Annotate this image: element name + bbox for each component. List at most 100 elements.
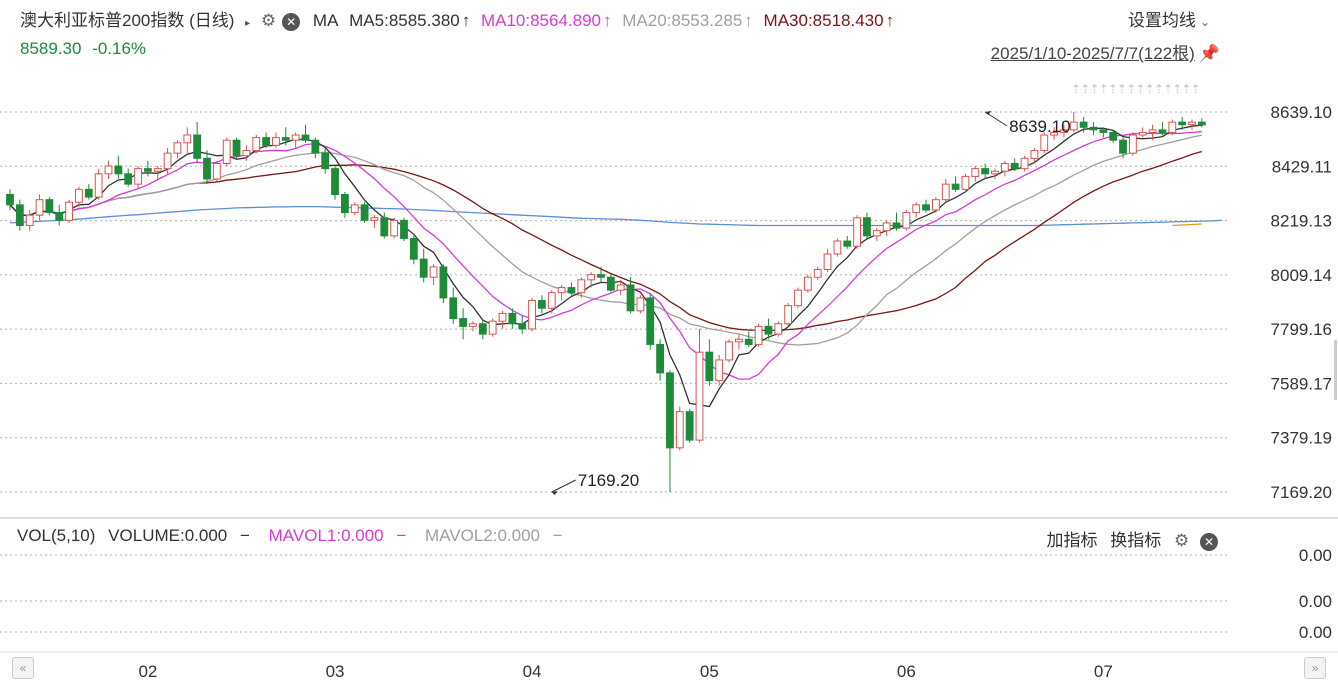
candle	[675, 406, 684, 451]
up-arrow-marker: ⇡	[1080, 82, 1090, 96]
candle	[488, 318, 497, 337]
candle-body	[1030, 150, 1039, 159]
candle-body	[518, 323, 527, 330]
candle-body	[104, 165, 113, 175]
pin-icon[interactable]: 📌	[1198, 44, 1220, 63]
candle-body	[715, 359, 724, 382]
up-arrow-marker: ⇡	[1163, 82, 1173, 96]
candle-body	[547, 292, 556, 309]
scroll-right-button[interactable]: »	[1304, 657, 1326, 679]
scroll-left-button[interactable]: «	[12, 657, 34, 679]
candle-body	[321, 152, 330, 170]
candle-body	[843, 240, 852, 247]
mavol2-value: MAVOL2:0.000	[425, 526, 541, 545]
candle-body	[951, 183, 960, 190]
candle-body	[971, 168, 980, 177]
candle-body	[922, 204, 930, 211]
candle-body	[380, 217, 389, 237]
play-icon[interactable]: ▸	[245, 18, 251, 29]
candle-body	[606, 276, 615, 291]
candle	[941, 178, 950, 203]
add-indicator-button[interactable]: 加指标	[1046, 531, 1098, 550]
up-arrow-marker: ⇡	[1172, 82, 1182, 96]
x-tick-label: 02	[138, 662, 157, 681]
candle-body	[409, 237, 418, 260]
candle-body	[794, 289, 802, 307]
candle-body	[784, 305, 793, 325]
volume-dash: −	[239, 526, 250, 545]
candle	[25, 210, 34, 231]
settings-ma-button[interactable]: 设置均线	[1127, 11, 1196, 30]
candle-body	[311, 139, 320, 154]
annotation-arrow	[984, 111, 1008, 127]
candle	[774, 321, 783, 337]
candle	[971, 166, 980, 182]
candle-body	[400, 219, 408, 239]
candle-body	[1188, 121, 1196, 126]
candle	[469, 321, 477, 332]
candle	[1040, 132, 1049, 154]
candle-body	[656, 343, 665, 374]
candle	[803, 274, 812, 293]
ma10-arrow: ↑	[603, 11, 612, 30]
candle	[1060, 124, 1068, 138]
candle	[45, 197, 54, 216]
up-arrow-marker: ⇡	[1108, 82, 1118, 96]
candle	[932, 197, 940, 213]
candle	[6, 189, 14, 211]
date-range[interactable]: 2025/1/10-2025/7/7(122根)	[990, 44, 1195, 63]
ma10-value: MA10:8564.890	[480, 11, 602, 30]
ma-long-line	[9, 205, 1222, 227]
switch-indicator-button[interactable]: 换指标	[1110, 531, 1162, 550]
candle	[459, 308, 468, 340]
candle	[577, 277, 586, 298]
candle-body	[636, 297, 645, 312]
candle-body	[350, 204, 359, 214]
price-change: -0.16%	[92, 39, 147, 58]
candle	[547, 290, 556, 314]
y-tick-label: 8219.13	[1271, 212, 1332, 231]
candle	[331, 166, 339, 200]
candle	[380, 212, 389, 239]
candle	[321, 147, 330, 174]
candle-body	[370, 217, 379, 221]
candle-body	[45, 199, 54, 214]
candle	[616, 279, 625, 296]
candle	[606, 274, 615, 293]
candle-body	[1010, 162, 1019, 170]
candle-body	[646, 297, 655, 345]
candle-body	[557, 287, 566, 294]
chevron-down-icon[interactable]: ⌄	[1199, 15, 1210, 29]
candle-body	[163, 152, 172, 170]
candle-body	[1168, 121, 1177, 133]
candle	[1129, 132, 1137, 156]
candles	[6, 112, 1206, 492]
candle	[301, 124, 310, 143]
candle-body	[498, 312, 507, 322]
up-arrows-row: ⇡ ⇡ ⇡ ⇡ ⇡ ⇡ ⇡ ⇡ ⇡ ⇡ ⇡ ⇡ ⇡ ⇡	[1071, 82, 1201, 96]
candle-body	[882, 222, 891, 232]
candle	[193, 122, 202, 164]
candle	[666, 370, 674, 492]
candle	[75, 186, 83, 208]
ma20-value: MA20:8553.285	[622, 11, 743, 30]
candle	[360, 202, 369, 223]
y-axis-ticks: 8639.10 8429.11 8219.13 8009.14 7799.16 7589.…	[1271, 103, 1332, 502]
candle-body	[1050, 131, 1058, 136]
ma30-value: MA30:8518.430	[763, 11, 884, 30]
close-icon[interactable]: ✕	[282, 12, 301, 31]
candle-body	[863, 217, 871, 237]
candle-body	[853, 217, 862, 247]
gear-icon[interactable]: ⚙	[260, 11, 277, 30]
candle-body	[577, 279, 586, 294]
candle-body	[675, 411, 684, 449]
scrollbar[interactable]	[1334, 340, 1337, 400]
annotation-arrowhead	[985, 111, 992, 115]
gear-icon[interactable]: ⚙	[1174, 531, 1190, 550]
close-icon[interactable]: ✕	[1200, 532, 1218, 551]
up-arrow-marker: ⇡	[1089, 82, 1099, 96]
candle	[636, 295, 645, 314]
candle-body	[872, 230, 881, 237]
annotation-label: 8639.10	[1009, 117, 1070, 136]
candle	[478, 318, 487, 340]
